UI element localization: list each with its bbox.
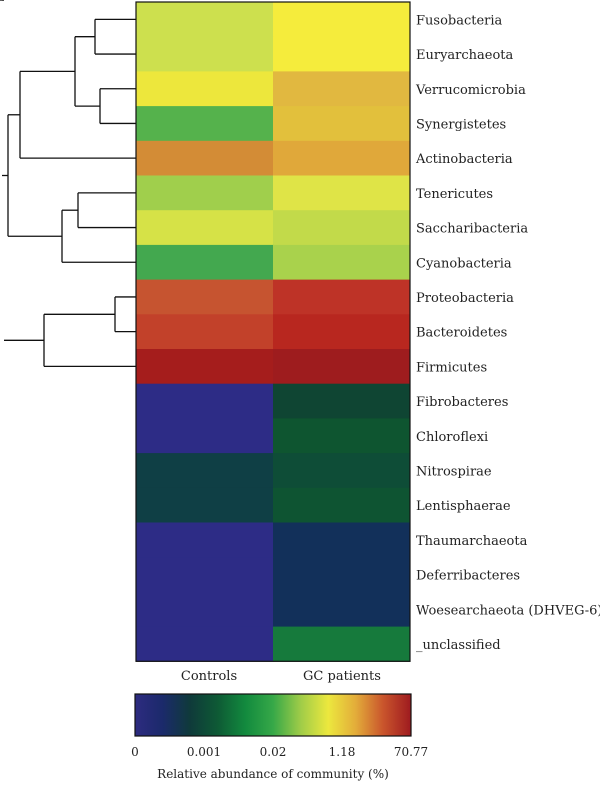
colorbar-tick-0: 0 bbox=[131, 745, 139, 759]
row-labels: Fusobacteria Euryarchaeota Verrucomicrobia… bbox=[415, 13, 600, 653]
row-dendrogram bbox=[0, 0, 136, 368]
heatmap-cell-chloroflexi-gc-patients bbox=[273, 418, 411, 454]
heatmap-cell-deferribacteres-gc-patients bbox=[273, 557, 411, 593]
heatmap-cell-cyanobacteria-gc-patients bbox=[273, 244, 411, 281]
column-label-controls: Controls bbox=[181, 669, 237, 684]
row-label-proteobacteria: Proteobacteria bbox=[416, 291, 514, 306]
row-label-lentisphaerae: Lentisphaerae bbox=[416, 499, 511, 514]
colorbar: 0 0.001 0.02 1.18 70.77 Relative abundan… bbox=[131, 693, 428, 781]
row-label-fusobacteria: Fusobacteria bbox=[416, 13, 503, 28]
row-label-nitrospirae: Nitrospirae bbox=[416, 464, 492, 479]
row-label-unclassified: _unclassified bbox=[416, 638, 501, 653]
row-label-chloroflexi: Chloroflexi bbox=[416, 430, 488, 445]
heatmap-cell-euryarchaeota-controls bbox=[136, 36, 274, 72]
heatmap-cell-verrucomicrobia-gc-patients bbox=[273, 71, 411, 107]
heatmap-cell-fibrobacteres-gc-patients bbox=[273, 383, 411, 419]
row-label-cyanobacteria: Cyanobacteria bbox=[416, 256, 512, 271]
heatmap-cell-proteobacteria-gc-patients bbox=[273, 279, 411, 315]
heatmap-cell-bacteroidetes-controls bbox=[136, 314, 274, 350]
row-label-euryarchaeota: Euryarchaeota bbox=[416, 48, 514, 63]
heatmap-cell-tenericutes-gc-patients bbox=[273, 175, 411, 211]
colorbar-title: Relative abundance of community (%) bbox=[157, 767, 389, 781]
colorbar-tick-4: 70.77 bbox=[394, 745, 428, 759]
heatmap-cell-lentisphaerae-controls bbox=[136, 487, 274, 523]
heatmap-cell-synergistetes-gc-patients bbox=[273, 106, 411, 142]
heatmap-cell-fusobacteria-controls bbox=[136, 2, 274, 38]
heatmap-cells bbox=[135, 1, 411, 662]
column-label-gc-patients: GC patients bbox=[303, 669, 381, 684]
heatmap-cell-actinobacteria-controls bbox=[136, 140, 274, 176]
heatmap-cell-tenericutes-controls bbox=[136, 175, 274, 211]
row-label-saccharibacteria: Saccharibacteria bbox=[416, 222, 528, 237]
heatmap-cell-nitrospirae-gc-patients bbox=[273, 453, 411, 489]
row-label-fibrobacteres: Fibrobacteres bbox=[416, 395, 508, 410]
heatmap-cell-unclassified-controls bbox=[136, 626, 274, 662]
row-label-verrucomicrobia: Verrucomicrobia bbox=[415, 83, 526, 98]
row-label-synergistetes: Synergistetes bbox=[416, 117, 506, 132]
row-label-woesearchaeota-dhveg-6: Woesearchaeota (DHVEG-6) bbox=[416, 603, 600, 618]
heatmap-cell-fusobacteria-gc-patients bbox=[273, 2, 411, 38]
heatmap-cell-thaumarchaeota-gc-patients bbox=[273, 522, 411, 558]
heatmap-border bbox=[135, 1, 411, 662]
colorbar-tick-2: 0.02 bbox=[260, 745, 287, 759]
heatmap-cell-fibrobacteres-controls bbox=[136, 383, 274, 419]
heatmap-cell-saccharibacteria-gc-patients bbox=[273, 210, 411, 246]
colorbar-gradient bbox=[134, 693, 412, 737]
heatmap-cell-cyanobacteria-controls bbox=[136, 244, 274, 281]
heatmap-cell-synergistetes-controls bbox=[136, 106, 274, 142]
column-labels: Controls GC patients bbox=[181, 669, 381, 684]
colorbar-tick-1: 0.001 bbox=[187, 745, 221, 759]
heatmap-cell-deferribacteres-controls bbox=[136, 557, 274, 593]
heatmap-cell-actinobacteria-gc-patients bbox=[273, 140, 411, 176]
heatmap-cell-unclassified-gc-patients bbox=[273, 626, 411, 662]
row-label-actinobacteria: Actinobacteria bbox=[415, 152, 513, 167]
heatmap-cell-lentisphaerae-gc-patients bbox=[273, 487, 411, 523]
row-label-deferribacteres: Deferribacteres bbox=[416, 569, 520, 584]
heatmap-cell-nitrospirae-controls bbox=[136, 453, 274, 489]
heatmap-cell-woesearchaeota-dhveg-6-gc-patients bbox=[273, 591, 411, 628]
heatmap-cell-thaumarchaeota-controls bbox=[136, 522, 274, 558]
row-label-bacteroidetes: Bacteroidetes bbox=[416, 326, 507, 341]
row-label-firmicutes: Firmicutes bbox=[416, 360, 487, 375]
heatmap-cell-proteobacteria-controls bbox=[136, 279, 274, 315]
heatmap-cell-firmicutes-gc-patients bbox=[273, 349, 411, 385]
colorbar-tick-3: 1.18 bbox=[329, 745, 356, 759]
heatmap-cell-firmicutes-controls bbox=[136, 349, 274, 385]
heatmap-cell-euryarchaeota-gc-patients bbox=[273, 36, 411, 72]
heatmap-cell-verrucomicrobia-controls bbox=[136, 71, 274, 107]
heatmap-cell-woesearchaeota-dhveg-6-controls bbox=[136, 591, 274, 628]
row-label-tenericutes: Tenericutes bbox=[416, 187, 493, 202]
heatmap-cell-saccharibacteria-controls bbox=[136, 210, 274, 246]
row-label-thaumarchaeota: Thaumarchaeota bbox=[416, 534, 528, 549]
heatmap-cell-bacteroidetes-gc-patients bbox=[273, 314, 411, 350]
heatmap-cell-chloroflexi-controls bbox=[136, 418, 274, 454]
